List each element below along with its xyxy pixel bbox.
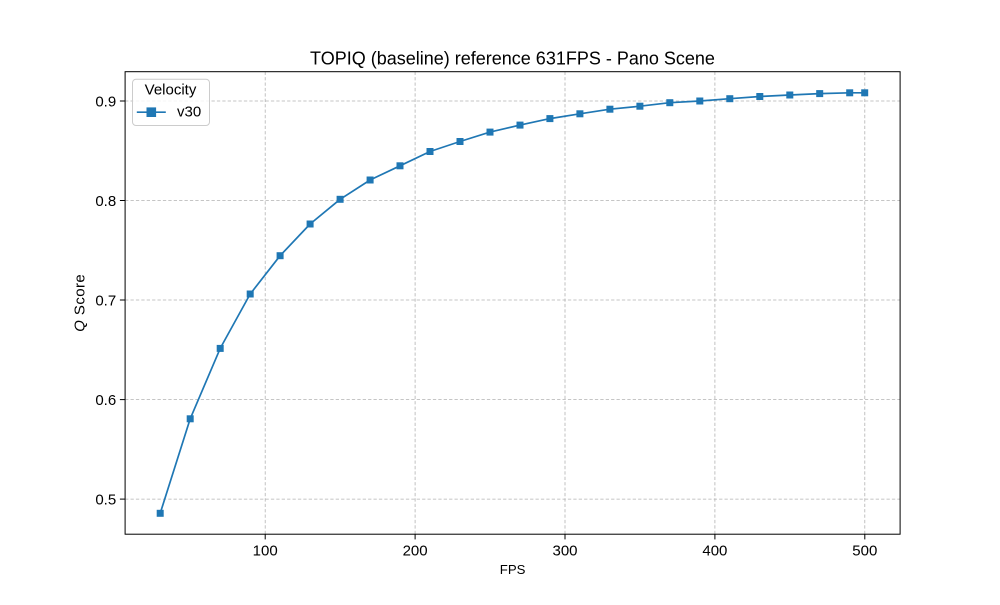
svg-text:FPS: FPS: [500, 562, 526, 577]
svg-text:100: 100: [253, 543, 278, 560]
svg-text:v30: v30: [177, 103, 201, 120]
svg-text:400: 400: [702, 543, 727, 560]
svg-text:Velocity: Velocity: [145, 82, 197, 99]
svg-text:500: 500: [852, 543, 877, 560]
svg-text:0.9: 0.9: [95, 93, 116, 110]
svg-text:0.8: 0.8: [95, 193, 116, 210]
svg-text:0.6: 0.6: [95, 392, 116, 409]
svg-text:0.5: 0.5: [95, 492, 116, 509]
svg-text:0.7: 0.7: [95, 292, 116, 309]
svg-text:TOPIQ (baseline) reference 631: TOPIQ (baseline) reference 631FPS - Pano…: [310, 48, 715, 68]
svg-text:200: 200: [403, 543, 428, 560]
svg-text:300: 300: [552, 543, 577, 560]
svg-text:Q Score: Q Score: [71, 274, 88, 332]
